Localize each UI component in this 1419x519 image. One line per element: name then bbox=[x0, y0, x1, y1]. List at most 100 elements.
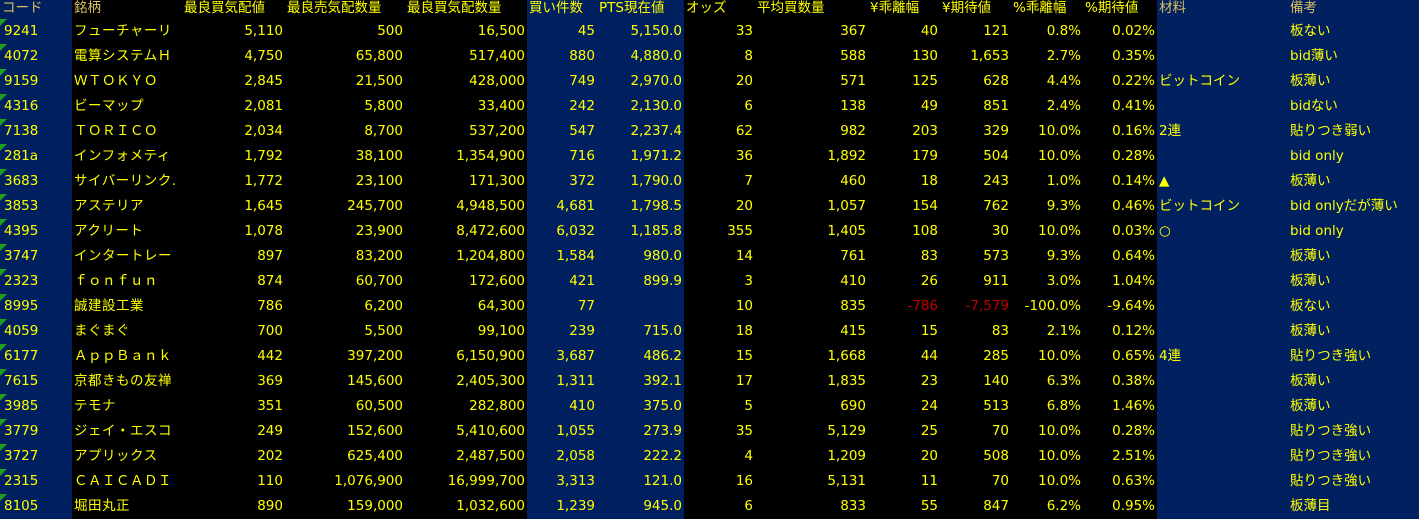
cell-name[interactable]: 誠建設工業 bbox=[74, 298, 144, 314]
cell-best-ask-qty[interactable]: 60,700 bbox=[355, 273, 403, 289]
cell-best-ask-qty[interactable]: 245,700 bbox=[347, 198, 403, 214]
cell-pct-gap[interactable]: 2.4% bbox=[1046, 98, 1081, 114]
cell-pct-expected[interactable]: 0.28% bbox=[1112, 423, 1155, 439]
cell-best-ask-qty[interactable]: 5,500 bbox=[364, 323, 403, 339]
cell-yen-gap[interactable]: 203 bbox=[912, 123, 938, 139]
cell-buy-count[interactable]: 880 bbox=[527, 44, 597, 69]
cell-pct-gap[interactable]: 2.7% bbox=[1046, 48, 1081, 64]
cell-remarks[interactable]: 貼りつき弱い bbox=[1288, 119, 1419, 144]
cell-pct-expected[interactable]: 1.46% bbox=[1112, 398, 1155, 414]
cell-odds[interactable]: 3 bbox=[744, 273, 753, 289]
cell-avg-buy-qty[interactable]: 761 bbox=[840, 248, 866, 264]
cell-best-bid-price[interactable]: 4,750 bbox=[244, 48, 283, 64]
cell-name[interactable]: フューチャーリ bbox=[74, 23, 172, 39]
cell-avg-buy-qty[interactable]: 1,209 bbox=[827, 448, 866, 464]
cell-pts-price[interactable]: 1,798.5 bbox=[597, 194, 684, 219]
cell-code[interactable]: 4316 bbox=[0, 94, 72, 119]
cell-remarks[interactable]: bidない bbox=[1288, 94, 1419, 119]
cell-remarks[interactable]: 板薄い bbox=[1288, 369, 1419, 394]
cell-yen-expected[interactable]: 508 bbox=[983, 448, 1009, 464]
cell-name[interactable]: 京都きもの友禅 bbox=[74, 373, 172, 389]
cell-pct-expected[interactable]: 0.14% bbox=[1112, 173, 1155, 189]
cell-material[interactable] bbox=[1157, 444, 1288, 469]
cell-pts-price[interactable]: 5,150.0 bbox=[597, 19, 684, 44]
cell-remarks[interactable]: bid薄い bbox=[1288, 44, 1419, 69]
cell-pct-gap[interactable]: 10.0% bbox=[1038, 148, 1081, 164]
cell-name[interactable]: アプリックス bbox=[74, 448, 158, 464]
cell-best-bid-price[interactable]: 2,081 bbox=[244, 98, 283, 114]
cell-odds[interactable]: 20 bbox=[735, 198, 753, 214]
cell-code[interactable]: 9159 bbox=[0, 69, 72, 94]
cell-remarks[interactable]: 板薄い bbox=[1288, 69, 1419, 94]
cell-odds[interactable]: 6 bbox=[744, 498, 753, 514]
cell-yen-expected[interactable]: 504 bbox=[983, 148, 1009, 164]
cell-material[interactable] bbox=[1157, 494, 1288, 519]
cell-best-ask-qty[interactable]: 38,100 bbox=[355, 148, 403, 164]
cell-pts-price[interactable]: 4,880.0 bbox=[597, 44, 684, 69]
cell-material[interactable] bbox=[1157, 319, 1288, 344]
cell-odds[interactable]: 18 bbox=[735, 323, 753, 339]
cell-pct-expected[interactable]: 0.03% bbox=[1112, 223, 1155, 239]
cell-pts-price[interactable]: 980.0 bbox=[597, 244, 684, 269]
cell-buy-count[interactable]: 45 bbox=[527, 19, 597, 44]
cell-remarks[interactable]: 板薄い bbox=[1288, 269, 1419, 294]
cell-best-bid-qty[interactable]: 1,032,600 bbox=[456, 498, 525, 514]
header-buy-count[interactable]: 買い件数 bbox=[527, 0, 597, 19]
cell-pct-gap[interactable]: 1.0% bbox=[1046, 173, 1081, 189]
cell-remarks[interactable]: 貼りつき強い bbox=[1288, 444, 1419, 469]
cell-yen-expected[interactable]: 285 bbox=[983, 348, 1009, 364]
cell-best-bid-qty[interactable]: 282,800 bbox=[469, 398, 525, 414]
cell-best-ask-qty[interactable]: 60,500 bbox=[355, 398, 403, 414]
cell-yen-gap[interactable]: 154 bbox=[912, 198, 938, 214]
cell-name[interactable]: ジェイ・エスコ bbox=[74, 423, 172, 439]
cell-best-bid-qty[interactable]: 2,405,300 bbox=[456, 373, 525, 389]
cell-name[interactable]: ＷＴＯＫＹＯ bbox=[74, 73, 158, 89]
cell-best-bid-qty[interactable]: 16,999,700 bbox=[447, 473, 525, 489]
cell-best-bid-price[interactable]: 1,792 bbox=[244, 148, 283, 164]
cell-code[interactable]: 4072 bbox=[0, 44, 72, 69]
cell-buy-count[interactable]: 1,239 bbox=[527, 494, 597, 519]
cell-pts-price[interactable]: 1,971.2 bbox=[597, 144, 684, 169]
cell-yen-expected[interactable]: 762 bbox=[983, 198, 1009, 214]
cell-pct-gap[interactable]: 9.3% bbox=[1046, 198, 1081, 214]
cell-avg-buy-qty[interactable]: 571 bbox=[840, 73, 866, 89]
cell-best-bid-price[interactable]: 1,645 bbox=[244, 198, 283, 214]
header-pct-gap[interactable]: %乖離幅 bbox=[1013, 0, 1067, 16]
cell-yen-gap[interactable]: 11 bbox=[920, 473, 938, 489]
cell-best-ask-qty[interactable]: 83,200 bbox=[355, 248, 403, 264]
cell-name[interactable]: アクリート bbox=[74, 223, 144, 239]
cell-name[interactable]: インフォメティ bbox=[74, 148, 171, 164]
cell-material[interactable] bbox=[1157, 144, 1288, 169]
cell-material[interactable] bbox=[1157, 94, 1288, 119]
cell-material[interactable] bbox=[1157, 419, 1288, 444]
cell-remarks[interactable]: bid onlyだが薄い bbox=[1288, 194, 1419, 219]
cell-code[interactable]: 2315 bbox=[0, 469, 72, 494]
cell-avg-buy-qty[interactable]: 1,835 bbox=[827, 373, 866, 389]
cell-buy-count[interactable]: 239 bbox=[527, 319, 597, 344]
cell-remarks[interactable]: 板薄い bbox=[1288, 169, 1419, 194]
cell-buy-count[interactable]: 749 bbox=[527, 69, 597, 94]
cell-best-bid-qty[interactable]: 5,410,600 bbox=[456, 423, 525, 439]
cell-code[interactable]: 4059 bbox=[0, 319, 72, 344]
cell-buy-count[interactable]: 4,681 bbox=[527, 194, 597, 219]
header-yen-gap[interactable]: ¥乖離幅 bbox=[870, 0, 920, 16]
cell-pct-expected[interactable]: 2.51% bbox=[1112, 448, 1155, 464]
cell-best-bid-qty[interactable]: 6,150,900 bbox=[456, 348, 525, 364]
cell-odds[interactable]: 17 bbox=[735, 373, 753, 389]
cell-best-bid-qty[interactable]: 33,400 bbox=[477, 98, 525, 114]
cell-yen-gap[interactable]: 55 bbox=[920, 498, 938, 514]
cell-best-ask-qty[interactable]: 5,800 bbox=[364, 98, 403, 114]
cell-pct-expected[interactable]: 0.63% bbox=[1112, 473, 1155, 489]
cell-material[interactable] bbox=[1157, 44, 1288, 69]
cell-yen-expected[interactable]: 1,653 bbox=[970, 48, 1009, 64]
cell-best-bid-price[interactable]: 897 bbox=[257, 248, 283, 264]
cell-pts-price[interactable]: 2,130.0 bbox=[597, 94, 684, 119]
cell-code[interactable]: 3853 bbox=[0, 194, 72, 219]
cell-pct-gap[interactable]: 6.2% bbox=[1046, 498, 1081, 514]
cell-odds[interactable]: 7 bbox=[744, 173, 753, 189]
cell-best-bid-qty[interactable]: 537,200 bbox=[469, 123, 525, 139]
cell-buy-count[interactable]: 1,311 bbox=[527, 369, 597, 394]
cell-code[interactable]: 3779 bbox=[0, 419, 72, 444]
header-remarks[interactable]: 備考 bbox=[1288, 0, 1419, 19]
cell-material[interactable] bbox=[1157, 369, 1288, 394]
